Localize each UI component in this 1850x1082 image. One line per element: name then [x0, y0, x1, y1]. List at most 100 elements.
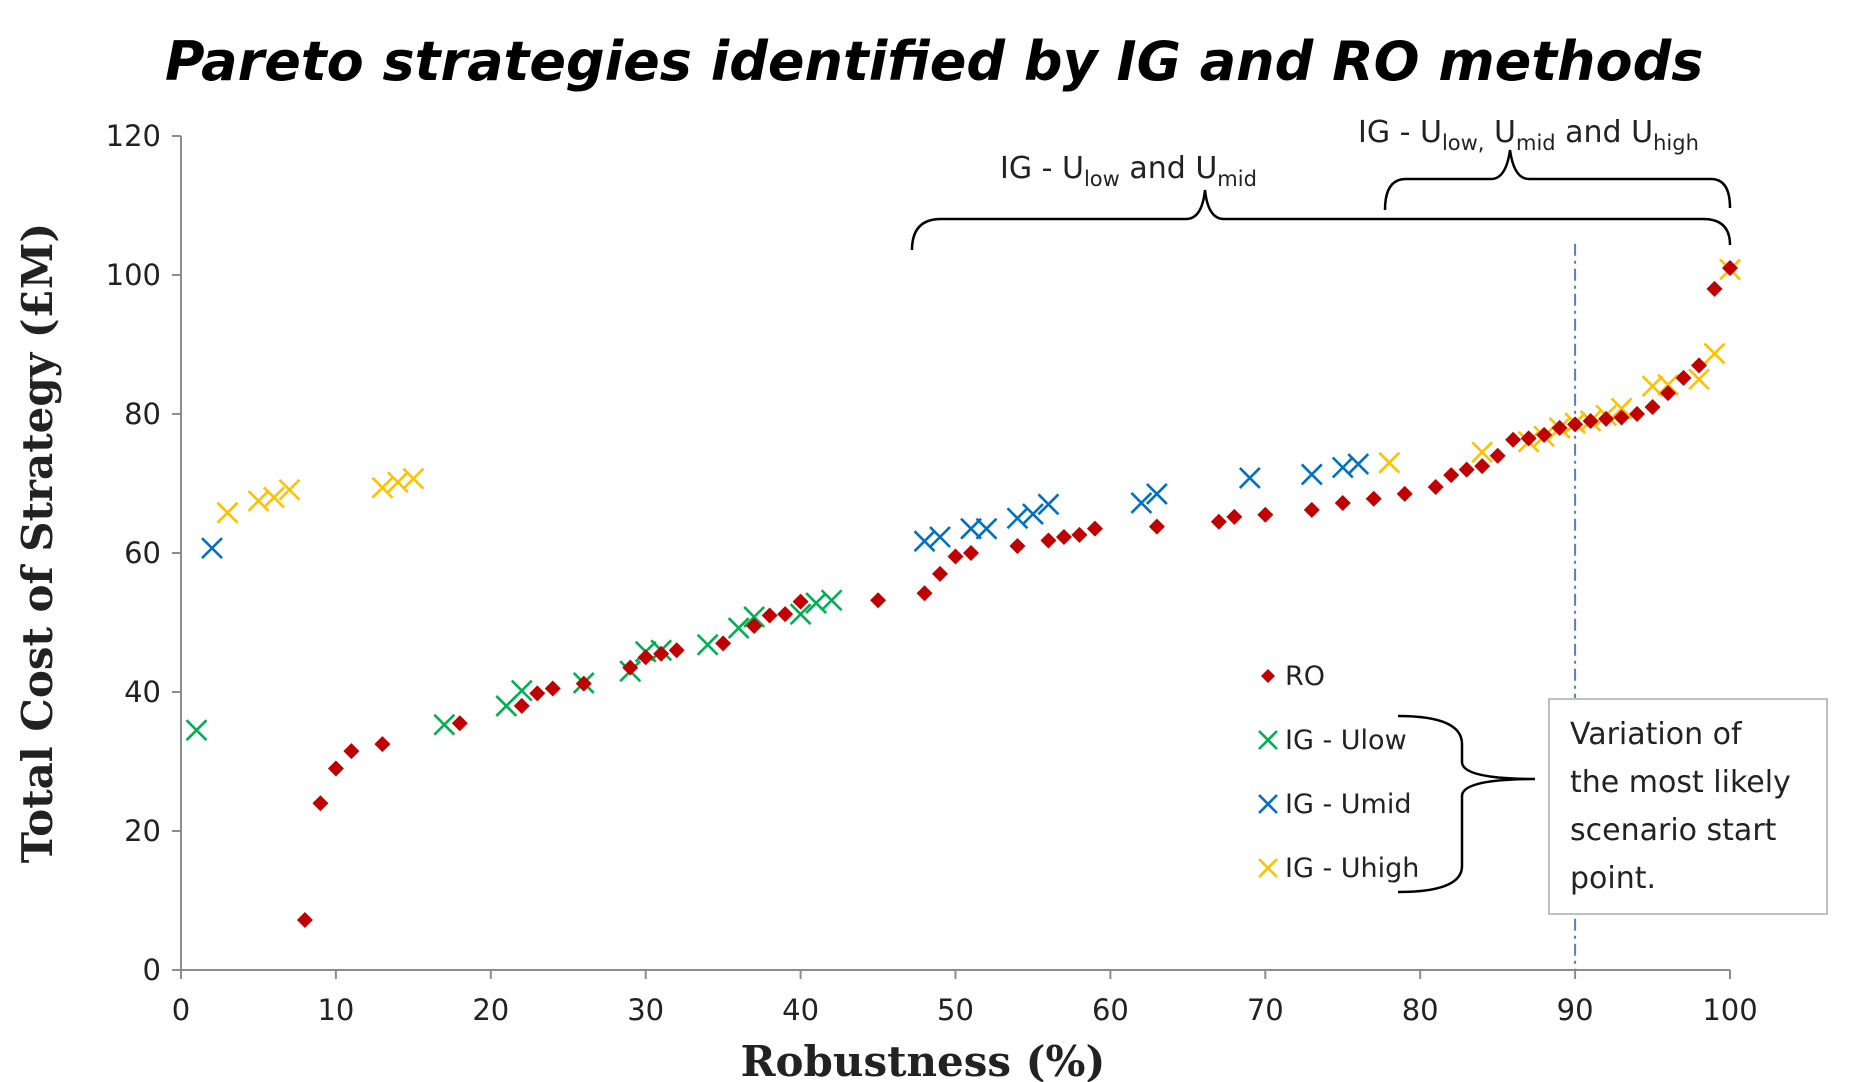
x-axis-ticks: 0 10 20 30 40 50 60 70 80 90 100: [172, 970, 1758, 1027]
brace-all-label: IG - Ulow, Umid and Uhigh: [1358, 115, 1699, 155]
legend-label: IG - Ulow: [1285, 725, 1407, 756]
ro-point: [296, 911, 313, 928]
ro-point: [761, 607, 778, 624]
ig-point: [1688, 368, 1710, 391]
ig-point: [789, 603, 812, 626]
brace-all-sub3: high: [1653, 131, 1699, 155]
ro-point: [932, 565, 949, 582]
ro-point: [1257, 506, 1274, 523]
ig-point: [960, 517, 982, 540]
ro-point: [1086, 520, 1103, 537]
ig-point: [185, 719, 208, 742]
ig-point: [727, 617, 750, 639]
legend-label: IG - Umid: [1285, 789, 1412, 820]
legend-marker-ig: [1258, 730, 1278, 750]
ro-point: [1443, 467, 1460, 484]
x-tick-label: 90: [1557, 993, 1594, 1027]
x-tick-label: 80: [1402, 993, 1439, 1027]
ro-point: [544, 680, 561, 697]
ro-point: [1691, 357, 1708, 374]
ig-point: [1471, 441, 1494, 464]
ro-point: [1706, 280, 1723, 297]
legend: RO IG - Ulow IG - Umid IG - Uhigh: [1258, 661, 1419, 884]
legend-marker-ro: [1261, 669, 1275, 683]
ro-point: [312, 795, 329, 812]
ro-point: [1334, 494, 1351, 511]
brace-all-sub1: low,: [1442, 131, 1485, 155]
y-tick-label: 40: [124, 675, 161, 709]
ro-point: [1567, 416, 1584, 433]
y-tick-label: 100: [106, 258, 161, 292]
ig-point: [1703, 342, 1726, 365]
brace-all: [1383, 149, 1732, 211]
ig-point: [696, 633, 719, 656]
y-tick-label: 80: [124, 397, 161, 431]
ro-point: [1040, 532, 1057, 549]
ig-point: [386, 471, 409, 494]
y-tick-label: 60: [124, 536, 161, 570]
y-tick-label: 120: [106, 119, 161, 153]
ig-point: [1006, 507, 1029, 530]
brace-low-mid-sub2: mid: [1217, 167, 1257, 191]
ro-point: [374, 736, 391, 753]
ig-point: [1378, 451, 1401, 474]
ig-point: [1657, 373, 1679, 396]
ro-point: [1660, 385, 1677, 402]
ro-point: [1009, 538, 1026, 555]
ro-point: [715, 635, 732, 652]
ro-point: [1505, 431, 1522, 448]
ro-point: [1582, 412, 1599, 429]
ro-point: [1055, 529, 1072, 546]
series-ig-ulow: [185, 589, 843, 742]
ro-point: [1613, 409, 1630, 426]
ro-point: [792, 593, 809, 610]
ro-point: [575, 675, 592, 692]
x-tick-label: 60: [1092, 993, 1129, 1027]
ro-point: [513, 697, 530, 714]
ig-point: [929, 526, 951, 548]
ig-point: [510, 679, 533, 702]
ro-point: [962, 545, 979, 561]
ig-point: [201, 537, 223, 560]
ro-point: [1474, 458, 1491, 475]
ig-point: [1022, 503, 1044, 525]
ig-point: [1037, 493, 1060, 516]
brace-all-sub2: mid: [1516, 131, 1556, 155]
y-axis-title: Total Cost of Strategy (£M): [13, 223, 62, 864]
plot-area: [180, 136, 1741, 971]
legend-marker-ig: [1258, 794, 1278, 814]
ro-point: [1427, 478, 1444, 495]
ro-point: [529, 685, 546, 702]
brace-low-mid-sub1: low: [1084, 167, 1120, 191]
ig-point: [1130, 492, 1153, 514]
x-tick-label: 0: [172, 993, 190, 1027]
ro-point: [343, 743, 360, 760]
y-tick-label: 20: [124, 814, 161, 848]
ro-point: [1598, 410, 1615, 427]
note-line-1: Variation of: [1570, 717, 1743, 752]
note-line-2: the most likely: [1570, 765, 1791, 800]
ro-point: [1722, 260, 1738, 277]
note-line-3: scenario start: [1570, 813, 1777, 848]
note-line-4: point.: [1570, 861, 1656, 896]
ro-point: [1071, 526, 1088, 543]
ig-point: [913, 530, 936, 553]
x-axis-title: Robustness (%): [741, 1037, 1106, 1082]
brace-low-mid-prefix: IG - U: [1000, 151, 1084, 186]
ro-point: [327, 760, 344, 777]
ro-point: [1396, 485, 1413, 502]
x-tick-label: 20: [472, 993, 509, 1027]
ig-point: [1300, 463, 1323, 486]
ro-point: [1365, 490, 1382, 507]
ro-point: [637, 649, 654, 666]
brace-all-prefix: IG - U: [1358, 115, 1442, 150]
chart-title: Pareto strategies identified by IG and R…: [165, 30, 1703, 93]
brace-all-middle2: and U: [1556, 115, 1653, 150]
ro-point: [1458, 461, 1475, 478]
ro-point: [1536, 426, 1553, 443]
series-ig-uhigh: [216, 258, 1741, 524]
ro-point: [1489, 447, 1506, 464]
ig-point: [1347, 453, 1370, 475]
legend-brace: [1397, 714, 1536, 894]
